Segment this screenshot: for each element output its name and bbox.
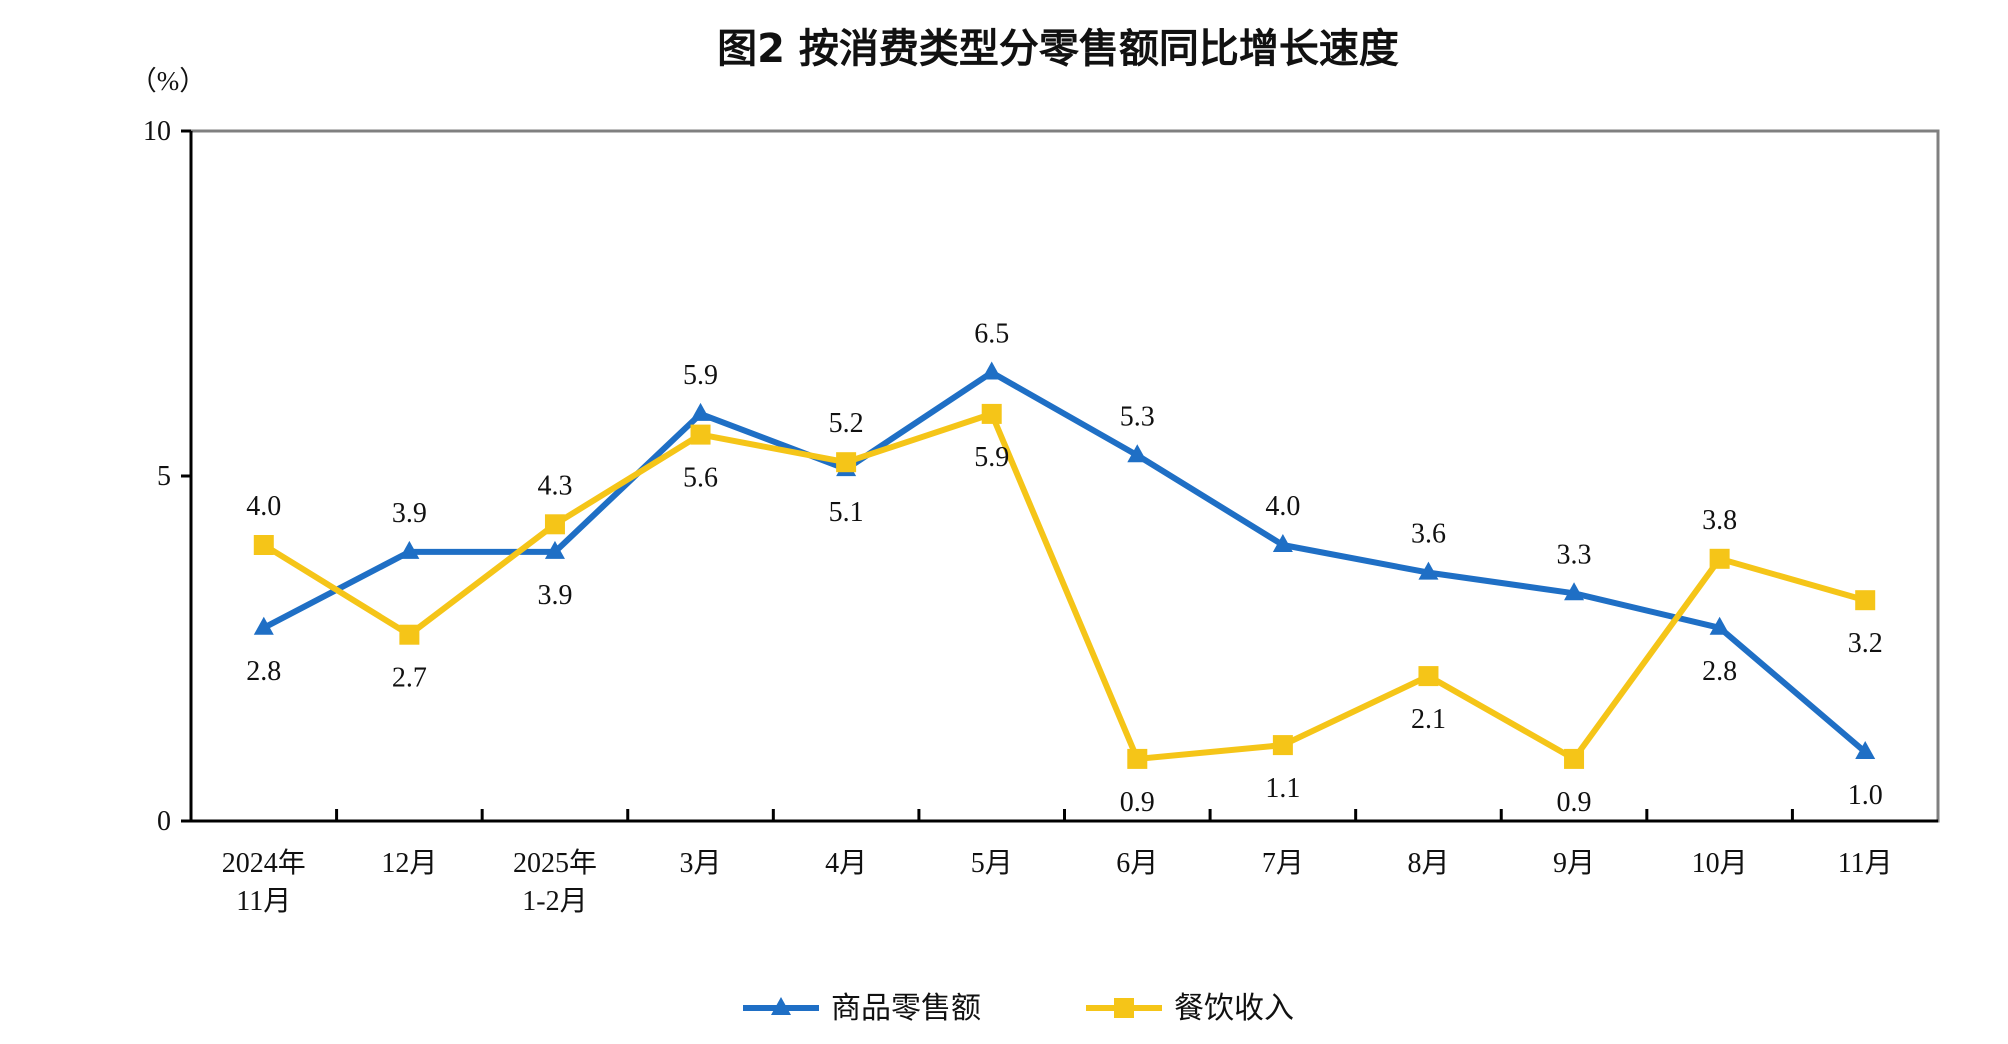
data-label: 0.9 bbox=[1557, 787, 1592, 818]
data-point bbox=[544, 540, 565, 559]
data-label: 3.9 bbox=[537, 580, 572, 611]
data-point bbox=[1564, 748, 1585, 769]
legend-item: 商品零售额 bbox=[743, 991, 981, 1026]
x-tick-label-line: 3月 bbox=[680, 848, 722, 879]
data-label: 4.3 bbox=[537, 470, 572, 501]
x-tick-label-line: 11月 bbox=[236, 886, 291, 917]
legend: 商品零售额 餐饮收入 bbox=[743, 991, 1294, 1026]
x-tick-label-line: 5月 bbox=[971, 848, 1013, 879]
data-label: 3.6 bbox=[1411, 519, 1446, 550]
series-line-2 bbox=[262, 410, 1867, 762]
data-point bbox=[981, 361, 1002, 380]
series-layer bbox=[253, 361, 1876, 769]
data-label: 1.1 bbox=[1265, 773, 1300, 804]
y-unit-label: （%） bbox=[130, 66, 207, 96]
y-tick-label: 0 bbox=[157, 806, 171, 837]
data-point bbox=[1272, 534, 1293, 552]
data-label: 4.0 bbox=[1265, 491, 1300, 522]
x-tick-label: 8月 bbox=[1407, 848, 1449, 879]
data-labels: 2.8 3.9 3.9 5.9 5.1 6.5 5.3 4.0 3.6 3.3 2.8 1.0 4.0 2… bbox=[246, 319, 1882, 818]
x-tick-label: 2024年 11月 bbox=[222, 847, 306, 917]
x-tick-label-line: 4月 bbox=[825, 848, 867, 879]
data-point bbox=[1855, 741, 1876, 759]
y-ticks: 0 5 10 bbox=[143, 116, 191, 837]
data-label: 3.2 bbox=[1848, 628, 1883, 659]
x-tick-label: 3月 bbox=[680, 848, 722, 879]
data-label: 4.0 bbox=[246, 491, 281, 522]
x-tick-label-line: 11月 bbox=[1838, 848, 1893, 879]
x-tick-label: 11月 bbox=[1838, 848, 1893, 879]
x-tick-label-line: 8月 bbox=[1407, 848, 1449, 879]
data-label: 3.9 bbox=[392, 498, 427, 529]
x-tick-label-line: 7月 bbox=[1262, 848, 1304, 879]
legend-item: 餐饮收入 bbox=[1086, 991, 1294, 1026]
x-tick-label-line: 10月 bbox=[1692, 848, 1748, 879]
data-label: 6.5 bbox=[974, 319, 1009, 350]
data-label: 1.0 bbox=[1848, 780, 1883, 811]
data-point bbox=[1855, 590, 1876, 611]
x-tick-label: 6月 bbox=[1116, 848, 1158, 879]
data-point bbox=[981, 403, 1002, 424]
legend-marker bbox=[771, 997, 791, 1015]
x-tick-label: 4月 bbox=[825, 848, 867, 879]
x-tick-label: 7月 bbox=[1262, 848, 1304, 879]
data-point bbox=[399, 624, 420, 645]
data-point bbox=[690, 424, 711, 445]
data-label: 2.8 bbox=[1702, 656, 1737, 687]
data-point bbox=[1127, 444, 1148, 463]
x-tick-label-line: 1-2月 bbox=[522, 886, 587, 917]
y-tick-label: 5 bbox=[157, 461, 171, 492]
data-label: 5.1 bbox=[829, 497, 864, 528]
data-point bbox=[1709, 616, 1730, 635]
y-tick-label: 10 bbox=[143, 116, 171, 147]
data-label: 2.8 bbox=[246, 656, 281, 687]
legend-label: 餐饮收入 bbox=[1174, 991, 1294, 1026]
data-point bbox=[1564, 582, 1585, 601]
x-tick-label-line: 9月 bbox=[1553, 848, 1595, 879]
data-point bbox=[1418, 666, 1439, 687]
x-tick-label: 2025年 1-2月 bbox=[513, 847, 597, 917]
plot-area bbox=[189, 129, 1940, 823]
x-tick-label-line: 2025年 bbox=[513, 847, 597, 879]
data-point bbox=[690, 402, 711, 421]
data-label: 3.8 bbox=[1702, 505, 1737, 536]
data-point bbox=[1418, 561, 1439, 580]
data-label: 5.2 bbox=[829, 408, 864, 439]
data-label: 2.7 bbox=[392, 663, 427, 694]
data-point bbox=[1127, 748, 1148, 769]
x-tick-label: 9月 bbox=[1553, 848, 1595, 879]
data-label: 2.1 bbox=[1411, 704, 1446, 735]
x-tick-label: 10月 bbox=[1692, 848, 1748, 879]
data-label: 0.9 bbox=[1120, 787, 1155, 818]
data-point bbox=[1272, 735, 1293, 756]
data-label: 5.3 bbox=[1120, 401, 1155, 432]
legend-label: 商品零售额 bbox=[831, 991, 981, 1026]
data-point bbox=[399, 540, 420, 559]
data-label: 5.9 bbox=[974, 442, 1009, 473]
data-label: 3.3 bbox=[1557, 539, 1592, 570]
data-point bbox=[253, 535, 274, 555]
data-point bbox=[1709, 548, 1730, 569]
legend-marker bbox=[1114, 998, 1134, 1018]
series-line-1 bbox=[262, 369, 1868, 755]
data-point bbox=[544, 514, 565, 535]
x-tick-label: 12月 bbox=[381, 848, 437, 879]
x-tick-label-line: 2024年 bbox=[222, 847, 306, 879]
x-tick-label-line: 12月 bbox=[381, 848, 437, 879]
data-label: 5.9 bbox=[683, 360, 718, 391]
x-tick-label-line: 6月 bbox=[1116, 848, 1158, 879]
x-tick-label: 5月 bbox=[971, 848, 1013, 879]
x-ticks: 2024年 11月 12月 2025年 1-2月 3月 4月 5月 6月 7月 8月 9月 10月 11月 bbox=[222, 809, 1893, 917]
data-point bbox=[253, 616, 274, 635]
data-point bbox=[836, 452, 857, 473]
data-label: 5.6 bbox=[683, 463, 718, 494]
chart-title: 图2 按消费类型分零售额同比增长速度 bbox=[717, 26, 1399, 72]
